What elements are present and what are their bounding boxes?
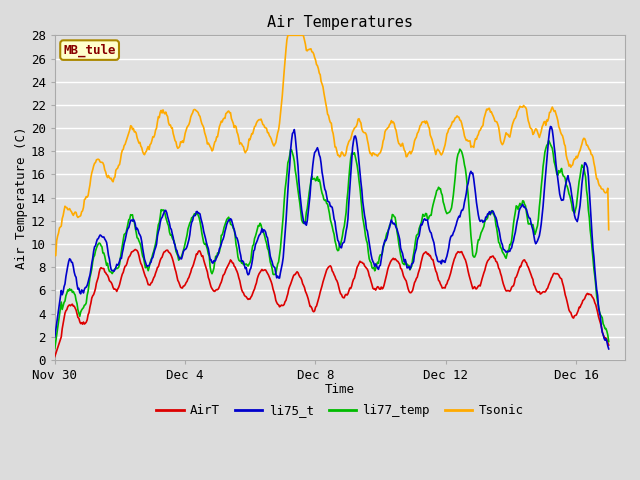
Y-axis label: Air Temperature (C): Air Temperature (C) (15, 126, 28, 269)
Legend: AirT, li75_t, li77_temp, Tsonic: AirT, li75_t, li77_temp, Tsonic (151, 399, 529, 422)
Title: Air Temperatures: Air Temperatures (267, 15, 413, 30)
Text: MB_tule: MB_tule (63, 44, 116, 57)
X-axis label: Time: Time (325, 384, 355, 396)
